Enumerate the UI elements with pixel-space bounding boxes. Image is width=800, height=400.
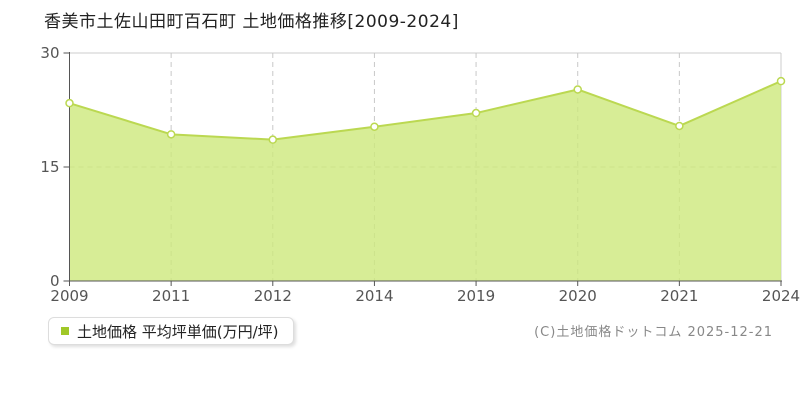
data-point-marker xyxy=(65,98,74,108)
data-point-marker xyxy=(573,85,582,94)
data-point-marker xyxy=(268,135,278,144)
data-point-marker xyxy=(166,130,176,139)
x-tick-label: 2009 xyxy=(50,287,88,305)
legend-series-marker-icon xyxy=(61,327,69,335)
x-tick-label: 2019 xyxy=(457,287,495,305)
y-tick-label: 0 xyxy=(50,272,60,290)
x-tick-label: 2020 xyxy=(559,287,597,305)
data-point-marker xyxy=(471,108,481,118)
x-tick-label: 2012 xyxy=(254,287,292,305)
data-point-marker xyxy=(675,121,684,131)
copyright-text: (C)土地価格ドットコム 2025-12-21 xyxy=(534,325,773,340)
series-area-fill xyxy=(69,81,781,282)
x-tick-label: 2011 xyxy=(152,287,190,305)
x-tick-label: 2024 xyxy=(762,287,800,305)
x-tick-label: 2021 xyxy=(660,287,698,305)
price-trend-chart: 0 15 30 2009 2011 2012 2014 2019 2020 2021 2024 xyxy=(40,44,800,305)
legend-series-label: 土地価格 平均坪単価(万円/坪) xyxy=(77,322,279,341)
legend: 土地価格 平均坪単価(万円/坪) xyxy=(48,317,294,345)
data-point-marker xyxy=(776,76,786,86)
y-tick-label: 30 xyxy=(40,44,59,62)
y-tick-label: 15 xyxy=(40,158,59,176)
data-point-marker xyxy=(370,122,379,131)
chart-title: 香美市土佐山田町百石町 土地価格推移[2009-2024] xyxy=(44,12,459,32)
series-trend-line xyxy=(69,80,782,141)
x-tick-label: 2014 xyxy=(355,287,393,305)
